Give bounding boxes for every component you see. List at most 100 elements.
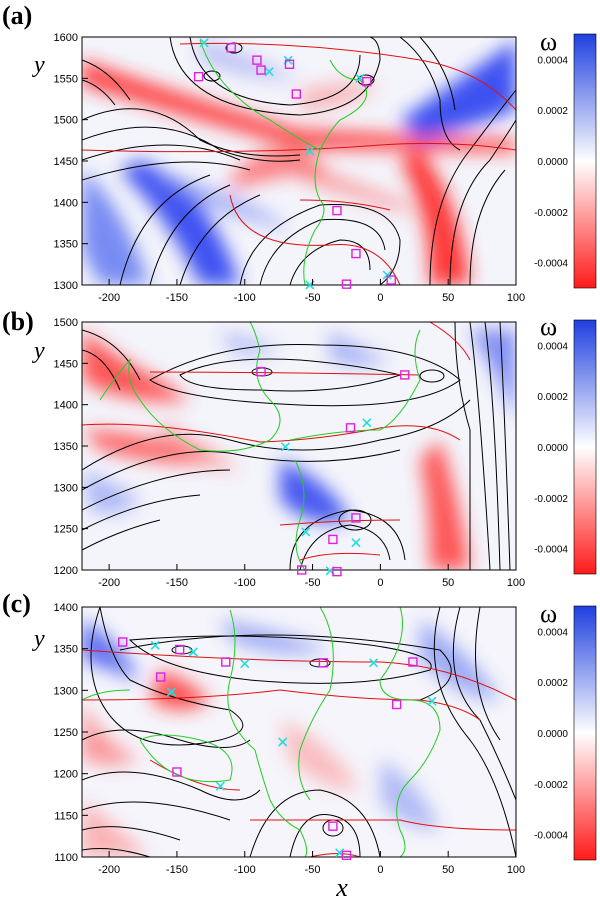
o-markers-c bbox=[117, 637, 418, 861]
panel-label-c: (c) bbox=[2, 589, 31, 618]
o-point-marker bbox=[174, 644, 185, 655]
o-point-marker bbox=[341, 850, 352, 861]
x-ticks-a: -200 -150 -100 -50 0 50 100 bbox=[98, 279, 525, 304]
panel-label-a: (a) bbox=[2, 1, 32, 30]
colorbar-tick-label: 0.0004 bbox=[537, 341, 568, 352]
x-point-marker bbox=[280, 442, 291, 452]
o-point-marker bbox=[391, 699, 402, 710]
x-tick-label: 100 bbox=[507, 577, 525, 589]
y-tick-label: 1450 bbox=[54, 156, 78, 168]
o-point-marker bbox=[252, 55, 262, 65]
colorbar-ticks-c: 0.0004 0.0002 0.0000 -0.0002 -0.0004 bbox=[534, 627, 568, 841]
o-point-marker bbox=[256, 366, 266, 377]
x-tick-label: -200 bbox=[98, 577, 120, 589]
panel-b: -200 -150 -100 -50 0 50 100 1200 1250 1300 1350 14… bbox=[2, 307, 597, 589]
y-ticks-c: 1100 1150 1200 1250 1300 1350 1400 bbox=[54, 602, 88, 864]
y-tick-label: 1200 bbox=[54, 769, 78, 781]
x-tick-label: -50 bbox=[305, 292, 321, 304]
y-tick-label: 1250 bbox=[54, 727, 78, 739]
o-point-marker bbox=[351, 513, 361, 523]
colorbar-tick-label: -0.0002 bbox=[534, 208, 568, 219]
x-tick-label: 0 bbox=[377, 864, 383, 876]
o-point-marker bbox=[362, 76, 372, 87]
colorbar-tick-label: 0.0002 bbox=[537, 106, 568, 117]
x-markers-b bbox=[280, 418, 372, 576]
x-point-marker bbox=[362, 418, 372, 428]
colorbar-tick-label: -0.0002 bbox=[534, 780, 568, 791]
x-point-marker bbox=[369, 658, 379, 668]
x-point-marker bbox=[150, 640, 160, 650]
x-tick-label: -200 bbox=[98, 864, 120, 876]
o-point-marker bbox=[226, 43, 236, 53]
x-axis-label: x bbox=[335, 873, 348, 902]
panel-c: -200 -150 -100 -50 0 50 100 1100 1150 1200 1250 13… bbox=[2, 589, 597, 876]
x-tick-label: -100 bbox=[234, 864, 256, 876]
y-tick-label: 1300 bbox=[54, 685, 78, 697]
y-tick-label: 1400 bbox=[54, 197, 78, 209]
y-tick-label: 1400 bbox=[54, 400, 78, 412]
o-point-marker bbox=[332, 205, 342, 216]
y-tick-label: 1400 bbox=[54, 602, 78, 614]
y-tick-label: 1550 bbox=[54, 73, 78, 85]
y-tick-label: 1100 bbox=[54, 852, 78, 864]
heatmap-c bbox=[82, 607, 516, 857]
colorbar-ticks-b: 0.0004 0.0002 0.0000 -0.0002 -0.0004 bbox=[534, 341, 568, 555]
x-point-marker bbox=[278, 737, 288, 747]
o-point-marker bbox=[256, 65, 266, 75]
colorbar-c bbox=[573, 605, 597, 861]
x-point-marker bbox=[301, 527, 311, 537]
y-axis-label-c: y bbox=[32, 626, 45, 652]
y-tick-label: 1450 bbox=[54, 358, 78, 370]
o-point-marker bbox=[400, 370, 410, 380]
colorbar-tick-label: 0.0002 bbox=[537, 678, 568, 689]
o-point-marker bbox=[291, 89, 301, 99]
x-point-marker bbox=[199, 38, 209, 48]
colorbar-tick-label: -0.0004 bbox=[534, 259, 568, 270]
x-tick-label: 100 bbox=[507, 864, 525, 876]
colorbar-tick-label: 0.0004 bbox=[537, 627, 568, 638]
colorbar-label-c: ω bbox=[540, 599, 557, 628]
o-markers-b bbox=[256, 366, 410, 577]
o-point-marker bbox=[284, 59, 295, 69]
o-point-marker bbox=[328, 821, 338, 831]
colorbar-tick-label: -0.0002 bbox=[534, 494, 568, 505]
x-tick-label: 50 bbox=[442, 292, 454, 304]
x-point-marker bbox=[427, 696, 437, 706]
x-tick-label: 100 bbox=[507, 292, 525, 304]
y-tick-label: 1350 bbox=[54, 239, 78, 251]
colorbar-tick-label: 0.0002 bbox=[537, 392, 568, 403]
x-tick-label: -100 bbox=[234, 577, 256, 589]
heatmap-a bbox=[82, 37, 516, 285]
y-tick-label: 1300 bbox=[54, 280, 78, 292]
x-tick-label: -150 bbox=[166, 864, 188, 876]
x-tick-label: -100 bbox=[234, 292, 256, 304]
panel-a: -200 -150 -100 -50 0 50 100 1300 1350 1400 1450 15… bbox=[2, 1, 597, 304]
y-tick-label: 1200 bbox=[54, 565, 78, 577]
y-tick-label: 1150 bbox=[54, 810, 78, 822]
o-point-marker bbox=[193, 71, 204, 82]
heatmap-b bbox=[82, 322, 516, 570]
colorbar-tick-label: 0.0004 bbox=[537, 55, 568, 66]
x-point-marker bbox=[305, 146, 315, 156]
o-point-marker bbox=[328, 534, 338, 545]
y-axis-label-a: y bbox=[32, 52, 45, 78]
x-point-marker bbox=[264, 67, 274, 77]
x-tick-label: -50 bbox=[305, 577, 321, 589]
x-ticks-c: -200 -150 -100 -50 0 50 100 bbox=[98, 851, 525, 876]
colorbar-tick-label: -0.0004 bbox=[534, 831, 568, 842]
colorbar-ticks-a: 0.0004 0.0002 0.0000 -0.0002 -0.0004 bbox=[534, 55, 568, 269]
x-point-marker bbox=[382, 270, 392, 280]
colorbar-tick-label: 0.0000 bbox=[537, 443, 568, 454]
x-tick-label: 50 bbox=[442, 577, 454, 589]
x-tick-label: 0 bbox=[377, 577, 383, 589]
x-tick-label: 50 bbox=[442, 864, 454, 876]
x-markers-c bbox=[150, 640, 437, 858]
o-point-marker bbox=[408, 657, 418, 667]
o-markers-a bbox=[193, 43, 396, 289]
o-point-marker bbox=[221, 657, 231, 667]
panel-label-b: (b) bbox=[2, 307, 34, 336]
x-point-marker bbox=[240, 659, 250, 669]
o-point-marker bbox=[155, 672, 166, 682]
x-point-marker bbox=[166, 687, 177, 697]
